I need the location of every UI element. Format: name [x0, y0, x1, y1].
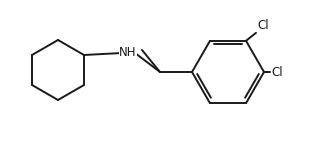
Text: Cl: Cl — [257, 19, 268, 32]
Text: Cl: Cl — [271, 66, 283, 78]
Text: NH: NH — [119, 46, 137, 60]
